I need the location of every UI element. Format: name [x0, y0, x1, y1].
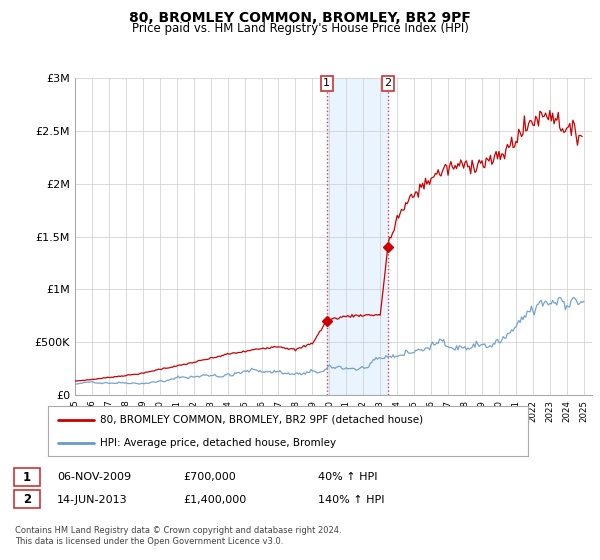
Text: £1,400,000: £1,400,000: [183, 494, 246, 505]
Text: 80, BROMLEY COMMON, BROMLEY, BR2 9PF: 80, BROMLEY COMMON, BROMLEY, BR2 9PF: [129, 11, 471, 25]
Text: 06-NOV-2009: 06-NOV-2009: [57, 472, 131, 482]
Text: HPI: Average price, detached house, Bromley: HPI: Average price, detached house, Brom…: [100, 438, 336, 448]
Text: 80, BROMLEY COMMON, BROMLEY, BR2 9PF (detached house): 80, BROMLEY COMMON, BROMLEY, BR2 9PF (de…: [100, 414, 423, 424]
Text: Price paid vs. HM Land Registry's House Price Index (HPI): Price paid vs. HM Land Registry's House …: [131, 22, 469, 35]
Text: £700,000: £700,000: [183, 472, 236, 482]
Text: 1: 1: [23, 470, 31, 484]
Text: 140% ↑ HPI: 140% ↑ HPI: [318, 494, 385, 505]
Text: Contains HM Land Registry data © Crown copyright and database right 2024.
This d: Contains HM Land Registry data © Crown c…: [15, 526, 341, 546]
Text: 40% ↑ HPI: 40% ↑ HPI: [318, 472, 377, 482]
Text: 14-JUN-2013: 14-JUN-2013: [57, 494, 128, 505]
Bar: [327, 78, 388, 395]
Text: 2: 2: [23, 493, 31, 506]
Text: 2: 2: [385, 78, 391, 88]
Text: 1: 1: [323, 78, 331, 88]
